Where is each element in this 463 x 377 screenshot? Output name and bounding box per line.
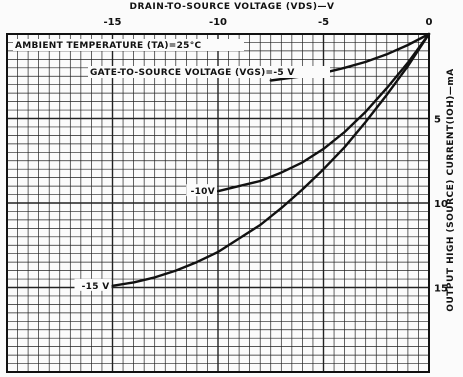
ambient-label-bg [13, 39, 244, 51]
series-label-bg [74, 278, 112, 291]
y-axis-title: OUTPUT HIGH (SOURCE) CURRENT(IOH)—mA [446, 68, 456, 311]
gate-voltage-label: GATE-TO-SOURCE VOLTAGE (VGS)=-5 V [90, 68, 295, 78]
x-tick-labels: -15 -10 -5 0 [103, 17, 432, 28]
gate-label-bg [88, 66, 330, 78]
x-tick-label: 0 [426, 17, 433, 28]
y-tick-labels: 5 10 15 [434, 115, 448, 295]
x-tick-label: -15 [103, 17, 121, 28]
series-label-2: -10V [191, 187, 215, 197]
series-line-2 [216, 32, 431, 193]
series-label-bg [186, 184, 217, 197]
y-tick-label: 15 [434, 284, 448, 295]
ambient-temperature-label: AMBIENT TEMPERATURE (TA)=25°C [15, 41, 202, 51]
series-label-3: -15 V [82, 282, 110, 292]
x-tick-label: -10 [209, 17, 227, 28]
x-tick-label: -5 [318, 17, 329, 28]
grid [6, 33, 430, 373]
x-axis-title: DRAIN-TO-SOURCE VOLTAGE (VDS)—V [130, 2, 335, 12]
plot-frame [6, 33, 430, 373]
y-tick-label: 5 [434, 115, 441, 126]
series-line-3 [111, 32, 431, 287]
y-tick-label: 10 [434, 199, 448, 210]
series-labels: -10V -15 V [74, 184, 217, 292]
